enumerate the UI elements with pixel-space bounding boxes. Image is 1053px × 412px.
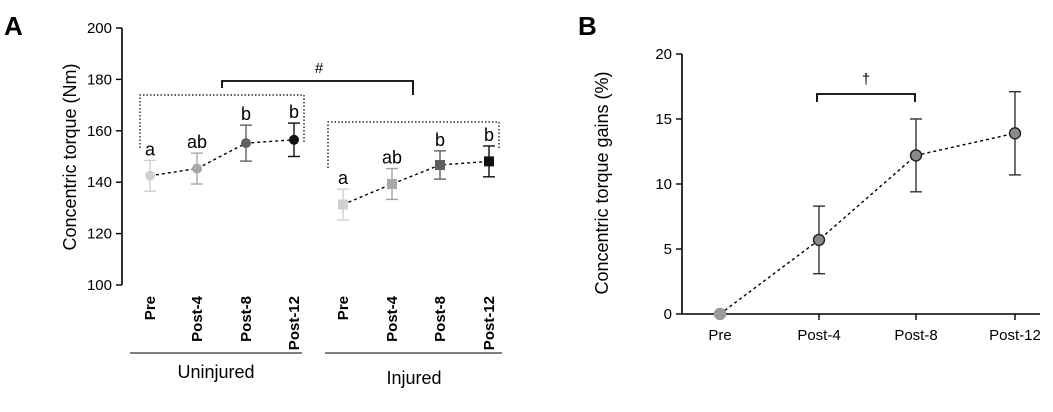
panel-a-ytick-label: 140	[87, 174, 112, 191]
significance-letter: b	[241, 104, 251, 124]
panel-a-ytick-label: 120	[87, 226, 112, 243]
group-label-uninjured: Uninjured	[177, 362, 254, 382]
panel-b-point-2	[909, 149, 923, 162]
panel-b-ytick-label: 5	[664, 241, 672, 258]
panel-a-ytick-label: 100	[87, 277, 112, 294]
panel-b-x-category-label: Pre	[708, 327, 731, 344]
point-injured-1	[387, 178, 397, 189]
point-uninjured-0	[145, 170, 155, 181]
panel-b-x-category-label: Post-12	[989, 327, 1041, 344]
point-uninjured-1	[192, 163, 202, 174]
x-category-label: Post-12	[481, 296, 498, 350]
significance-letter: b	[484, 125, 494, 145]
panel-a: Concentric torque (Nm) Uninjured Injured…	[60, 20, 502, 388]
x-category-label: Pre	[335, 296, 352, 320]
significance-letter: b	[435, 130, 445, 150]
panel-a-ytick-label: 160	[87, 123, 112, 140]
series-line-injured	[342, 160, 490, 206]
x-category-label: Post-8	[432, 296, 449, 342]
panel-b-point-1	[812, 233, 826, 247]
significance-letter: a	[145, 139, 156, 159]
panel-b-ytick-label: 15	[655, 111, 672, 128]
significance-letter: b	[289, 102, 299, 122]
panel-b-ytick-label: 10	[655, 176, 672, 193]
point-uninjured-3	[289, 134, 299, 145]
dagger-significance: †	[862, 71, 870, 88]
x-category-label: Pre	[142, 296, 159, 320]
x-category-label: Post-4	[189, 295, 206, 342]
panel-b-letter: B	[578, 11, 597, 41]
significance-letter: ab	[187, 132, 207, 152]
panel-a-ytick-label: 200	[87, 20, 112, 37]
point-injured-0	[338, 199, 348, 210]
point-injured-3	[484, 156, 494, 167]
panel-b-point-0	[713, 307, 727, 321]
x-category-label: Post-8	[238, 296, 255, 342]
series-line-uninjured	[149, 139, 295, 177]
panel-b-x-category-label: Post-8	[894, 327, 937, 344]
point-uninjured-2	[241, 138, 251, 149]
injured-comparison-bracket	[327, 121, 500, 168]
point-injured-2	[435, 159, 445, 170]
panel-b-series-line	[719, 132, 1016, 315]
panel-b-ytick-label: 0	[664, 306, 672, 323]
panel-b-point-3	[1008, 127, 1022, 140]
panel-a-ytick-label: 180	[87, 71, 112, 88]
panel-a-ylabel: Concentric torque (Nm)	[60, 63, 80, 250]
panel-b-ytick-label: 20	[655, 46, 672, 63]
group-label-injured: Injured	[386, 368, 441, 388]
significance-letter: ab	[382, 148, 402, 168]
panel-b-ylabel: Concentric torque gains (%)	[592, 71, 612, 294]
uninjured-comparison-bracket	[139, 94, 305, 148]
panel-b-x-category-label: Post-4	[797, 327, 840, 344]
panel-b: Concentric torque gains (%) † 0 5 10 15 20 Pr…	[592, 46, 1041, 344]
hash-significance: #	[315, 60, 324, 77]
significance-letter: a	[338, 168, 349, 188]
x-category-label: Post-12	[286, 296, 303, 350]
x-category-label: Post-4	[384, 295, 401, 342]
dagger-bracket	[816, 93, 916, 102]
panel-a-letter: A	[4, 11, 23, 41]
hash-bracket	[221, 80, 414, 95]
